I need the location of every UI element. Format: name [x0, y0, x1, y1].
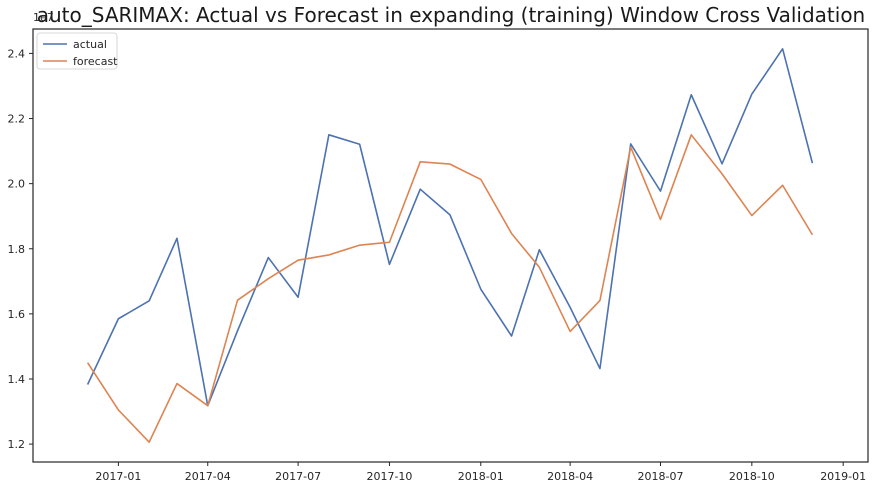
plot-frame — [32, 28, 869, 463]
y-tick-label: 1.8 — [8, 243, 26, 256]
y-tick-label: 2.2 — [8, 113, 26, 126]
y-axis: 1.2 1.4 1.6 1.8 2.0 2.2 2.4 — [8, 47, 33, 451]
x-tick-label: 2018-04 — [547, 470, 593, 483]
x-tick-label: 2019-01 — [820, 470, 866, 483]
y-tick-label: 2.0 — [8, 178, 26, 191]
x-tick-label: 2017-04 — [185, 470, 231, 483]
y-tick-label: 1.4 — [8, 373, 26, 386]
x-tick-label: 2018-10 — [729, 470, 775, 483]
y-tick-label: 2.4 — [8, 47, 26, 60]
x-tick-label: 2018-07 — [638, 470, 684, 483]
x-tick-label: 2017-07 — [275, 470, 321, 483]
x-tick-label: 2017-01 — [95, 470, 141, 483]
series-line-forecast — [86, 134, 814, 443]
y-tick-label: 1.6 — [8, 308, 26, 321]
legend-frame — [36, 32, 118, 70]
plot-area — [32, 28, 869, 463]
x-axis: 2017-01 2017-04 2017-07 2017-10 2018-01 2018-… — [95, 462, 866, 483]
chart-title: auto_SARIMAX: Actual vs Forecast in expa… — [37, 3, 866, 27]
legend-label-actual: actual — [73, 38, 107, 51]
legend: actual forecast — [36, 32, 118, 70]
y-tick-label: 1.2 — [8, 438, 26, 451]
series-layer — [86, 48, 814, 443]
x-tick-label: 2018-01 — [458, 470, 504, 483]
x-tick-label: 2017-10 — [366, 470, 412, 483]
y-axis-multiplier: 1e7 — [33, 11, 54, 24]
legend-label-forecast: forecast — [73, 55, 118, 68]
